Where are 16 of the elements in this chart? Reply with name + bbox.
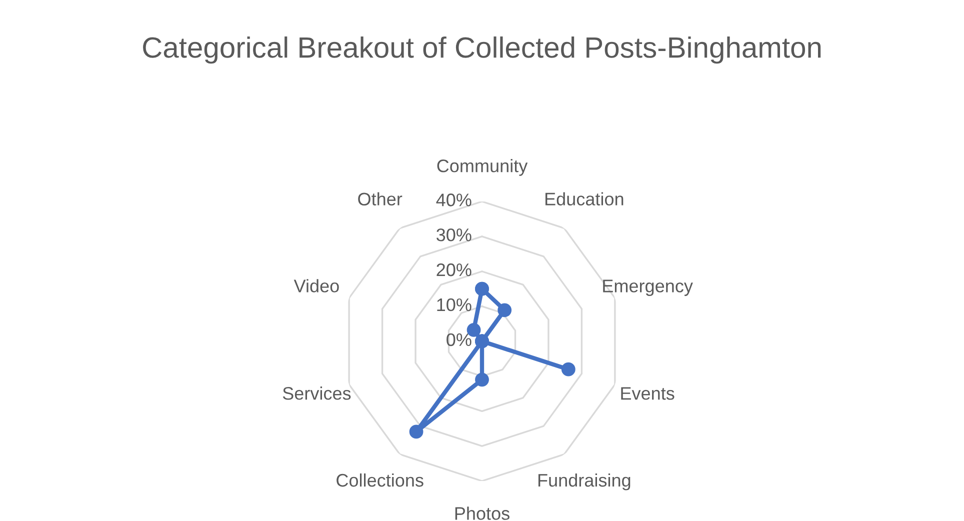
spoke-label: Emergency: [603, 280, 693, 296]
spoke-label: Community: [437, 159, 528, 176]
spoke-label: Fundraising: [538, 473, 630, 490]
y-tick-label: 30%: [436, 228, 472, 242]
spoke-label: Events: [621, 387, 674, 400]
y-tick-label: 40%: [436, 194, 472, 206]
y-tick-label: 10%: [437, 298, 472, 312]
spoke-label: Education: [545, 192, 624, 206]
y-tick-label: 20%: [436, 263, 472, 276]
spoke-label: Video: [294, 279, 339, 292]
spoke-label: Photos: [455, 506, 510, 520]
spoke-label: Collections: [336, 473, 424, 487]
spoke-label: Other: [358, 192, 402, 206]
spoke-label: Services: [282, 386, 351, 400]
y-tick-label: 0%: [446, 333, 472, 346]
chart-title: Categorical Breakout of Collected Posts-Binghamton: [143, 36, 821, 64]
